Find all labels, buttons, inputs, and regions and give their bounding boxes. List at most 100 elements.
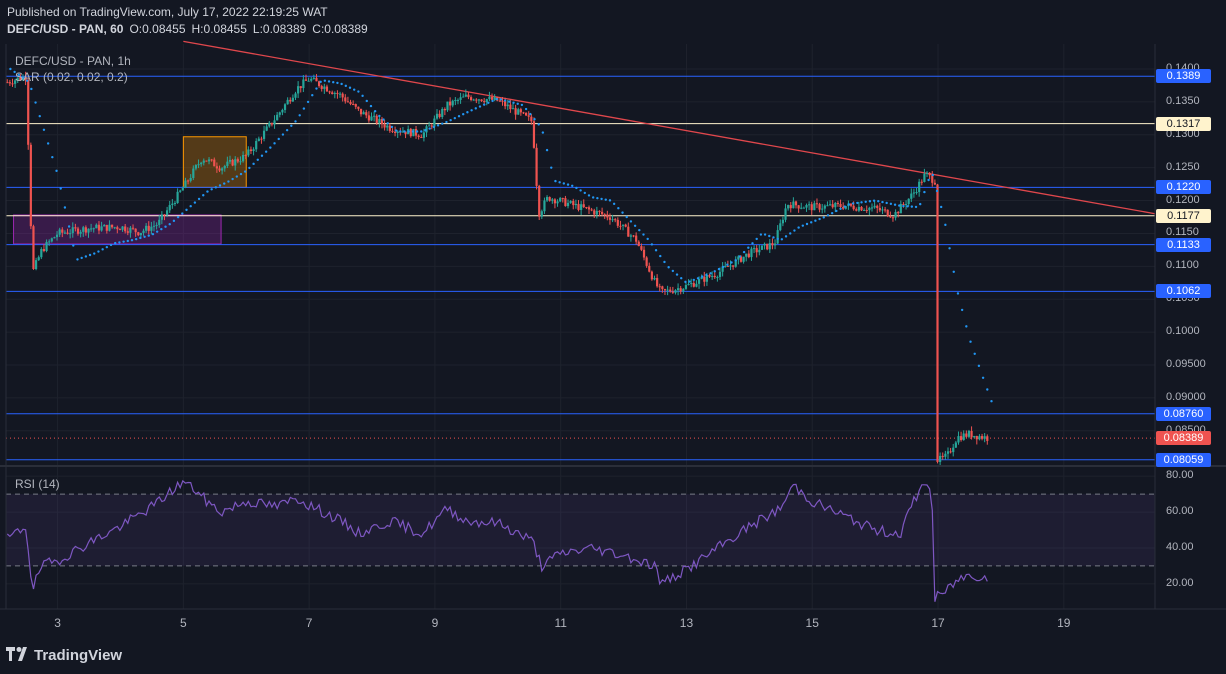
sar-dot — [965, 325, 968, 328]
candle-body — [186, 180, 190, 182]
candle-body — [758, 249, 761, 253]
candle-body — [19, 77, 22, 81]
sar-dot — [357, 90, 360, 93]
candle-body — [37, 257, 40, 261]
sar-dot — [591, 196, 595, 199]
candle-body — [844, 206, 847, 209]
sar-dot — [759, 233, 763, 236]
sar-dot — [617, 207, 620, 210]
candle-body — [370, 116, 373, 121]
candle-body — [912, 192, 916, 194]
published-header: Published on TradingView.com, July 17, 2… — [7, 5, 328, 19]
candle-body — [663, 289, 667, 291]
candle-body — [946, 451, 950, 454]
sar-dot — [189, 205, 192, 208]
sar-dot — [88, 253, 92, 257]
candle-body — [980, 436, 984, 439]
candle-body — [766, 243, 769, 250]
candle-body — [679, 288, 682, 292]
sar-dot — [629, 220, 633, 223]
sar-dot — [696, 277, 700, 280]
candle-body — [328, 91, 331, 93]
sar-dot — [667, 266, 670, 269]
candle-body — [226, 161, 229, 167]
rsi-tick: 20.00 — [1166, 576, 1194, 589]
sar-dot — [394, 129, 398, 132]
candle-body — [467, 94, 470, 98]
sar-dot — [164, 225, 167, 228]
candle-body — [703, 276, 706, 282]
candle-body — [965, 433, 968, 437]
sar-dot — [843, 205, 846, 208]
candle-body — [433, 118, 436, 127]
time-tick: 15 — [805, 616, 819, 630]
candle-body — [952, 447, 955, 453]
candle-body — [949, 451, 952, 453]
candle-body — [147, 225, 150, 231]
level-label: 0.1389 — [1156, 69, 1211, 84]
sar-dot — [646, 237, 649, 241]
candle-body — [726, 265, 729, 267]
candle-body — [441, 108, 444, 117]
candle-body — [792, 201, 795, 209]
sar-dot — [692, 278, 696, 282]
sar-dot — [436, 124, 440, 127]
sar-dot — [977, 364, 981, 368]
sar-dot — [411, 130, 415, 133]
candle-body — [42, 249, 46, 252]
candle-body — [171, 203, 174, 206]
candle-body — [504, 101, 507, 107]
candle-body — [297, 86, 300, 94]
candle-body — [247, 149, 250, 156]
candle-body — [676, 288, 680, 291]
candle-body — [975, 435, 978, 440]
sar-dot — [927, 178, 930, 182]
candle-body — [870, 207, 874, 209]
candle-body — [569, 201, 572, 203]
sar-dot — [80, 256, 83, 260]
sar-dot — [956, 292, 960, 295]
candle-body — [682, 288, 685, 292]
candle-body — [954, 442, 957, 448]
candle-body — [189, 178, 192, 181]
candle-body — [910, 193, 913, 199]
sar-dot — [315, 87, 318, 90]
sar-dot — [72, 244, 75, 247]
sar-dot — [407, 130, 410, 133]
candle-body — [527, 115, 530, 117]
candle-body — [627, 226, 630, 237]
sar-dot — [105, 245, 109, 249]
candle-body — [629, 235, 633, 237]
candle-body — [519, 109, 522, 113]
candle-body — [572, 201, 575, 206]
candle-body — [8, 82, 11, 84]
sar-dot — [499, 98, 503, 101]
time-tick: 19 — [1057, 616, 1071, 630]
candle-body — [307, 80, 310, 82]
candle-body — [352, 104, 355, 106]
sar-dot — [516, 102, 519, 106]
candle-body — [333, 92, 336, 94]
sar-dot — [789, 232, 792, 235]
sar-dot — [612, 202, 616, 206]
sar-dot — [55, 169, 58, 173]
candle-body — [637, 241, 640, 247]
candle-body — [459, 97, 462, 100]
candle-body — [611, 219, 614, 221]
candle-body — [928, 172, 931, 176]
candle-body — [90, 228, 93, 230]
candle-body — [645, 257, 648, 266]
candle-body — [228, 159, 232, 162]
sar-dot — [856, 201, 859, 205]
candle-body — [823, 205, 826, 209]
candle-body — [593, 210, 596, 215]
sar-dot — [797, 226, 800, 229]
sar-dot — [868, 200, 872, 203]
price-tick: 0.1000 — [1166, 325, 1200, 338]
candle-body — [425, 126, 428, 133]
sar-dot — [939, 205, 943, 209]
sar-dot — [960, 308, 964, 312]
candle-body — [97, 224, 101, 231]
candle-body — [700, 276, 703, 279]
